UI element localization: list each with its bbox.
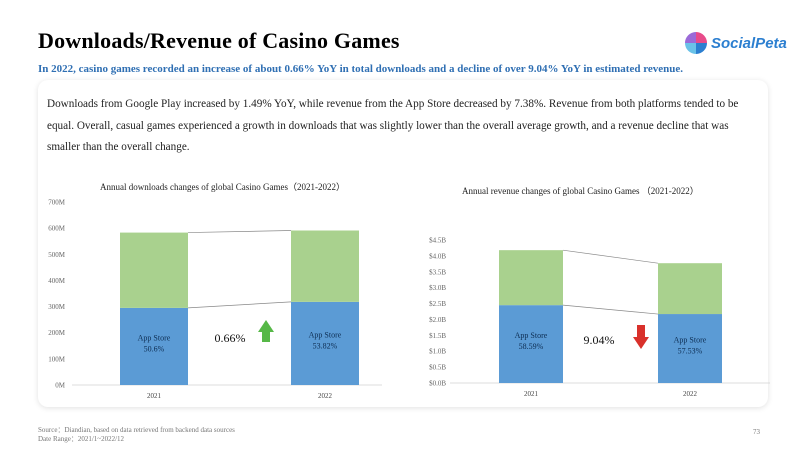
page-title: Downloads/Revenue of Casino Games xyxy=(38,28,400,53)
downloads-ytick-label: 200M xyxy=(48,329,66,337)
brand-logo: SocialPeta xyxy=(684,28,787,58)
downloads-xtick-label: 2022 xyxy=(318,392,333,400)
downloads-bar-app-store-2022 xyxy=(291,301,359,385)
logo-text: SocialPeta xyxy=(711,34,787,52)
downloads-up-arrow-icon xyxy=(258,320,274,342)
downloads-data-label: App Store 53.82% xyxy=(309,330,342,350)
downloads-ytick-label: 600M xyxy=(48,225,66,233)
downloads-bar-google-play-2022 xyxy=(291,230,359,302)
description-text: Downloads from Google Play increased by … xyxy=(47,98,739,153)
source-text: Source：Diandian, based on data retrieved… xyxy=(38,426,235,434)
downloads-xtick-label: 2021 xyxy=(147,392,162,400)
date-range-text: Date Range：2021/1~2022/12 xyxy=(38,435,125,443)
downloads-connector-mid xyxy=(187,301,292,309)
downloads-connector-top xyxy=(187,230,292,233)
revenue-chart-title: Annual revenue changes of global Casino … xyxy=(462,186,699,196)
downloads-ytick-label: 700M xyxy=(48,199,66,207)
downloads-data-label: App Store 50.6% xyxy=(138,333,171,353)
downloads-ytick-label: 500M xyxy=(48,251,66,259)
downloads-ytick-label: 100M xyxy=(48,355,66,363)
downloads-ytick-label: 400M xyxy=(48,277,66,285)
socialpeta-logo-icon xyxy=(685,32,707,54)
downloads-change-label: 0.66% xyxy=(215,331,246,345)
footer-source: Source：Diandian, based on data retrieved… xyxy=(38,426,235,444)
page-number: 73 xyxy=(753,428,760,436)
page-subtitle: In 2022, casino games recorded an increa… xyxy=(38,63,684,75)
downloads-ytick-label: 0M xyxy=(55,382,66,390)
downloads-chart-title: Annual downloads changes of global Casin… xyxy=(100,182,345,192)
downloads-bar-google-play-2021 xyxy=(120,232,188,308)
downloads-bar-app-store-2021 xyxy=(120,307,188,385)
downloads-ytick-label: 300M xyxy=(48,303,66,311)
